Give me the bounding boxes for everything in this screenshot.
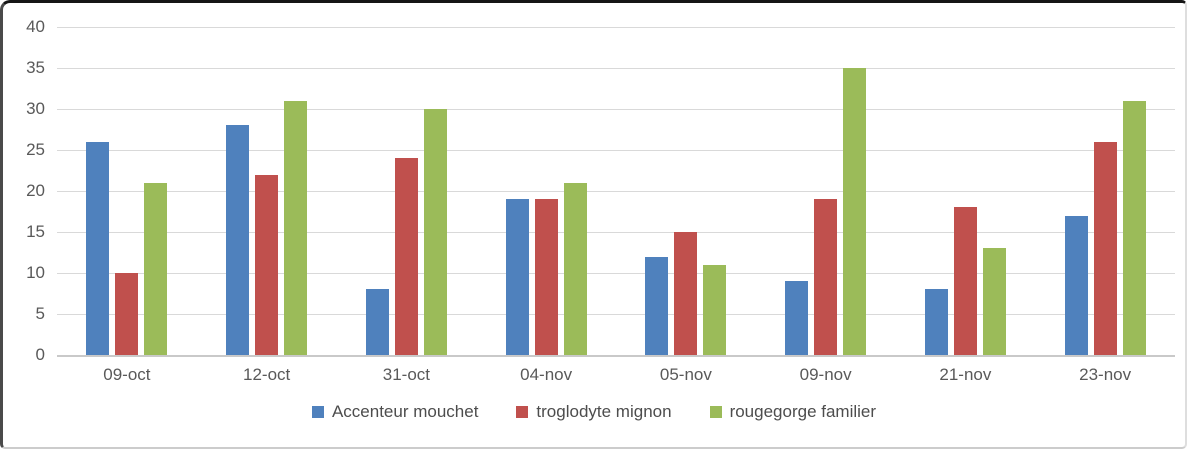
y-tick-label: 35 — [26, 58, 45, 77]
bar — [284, 100, 308, 355]
bar — [1122, 100, 1146, 355]
bar-chart: 0 5 10 15 20 25 30 35 40 09-oct 12-oct 31-oct 04-no… — [3, 3, 1185, 447]
x-axis-labels: 09-oct 12-oct 31-oct 04-nov 05-nov 09-nov 21-n… — [57, 365, 1175, 385]
bar — [674, 232, 698, 355]
bar-group — [197, 27, 337, 355]
x-tick-label: 09-oct — [103, 365, 151, 384]
bar — [505, 199, 529, 355]
y-tick-label: 15 — [26, 222, 45, 241]
bar — [144, 182, 168, 355]
legend-item: rougegorge familier — [709, 402, 877, 422]
bar — [423, 109, 447, 355]
gridline — [57, 314, 1175, 315]
x-tick-label: 23-nov — [1079, 365, 1132, 384]
bar-groups — [57, 27, 1175, 355]
legend-label: rougegorge familier — [729, 402, 877, 421]
y-tick-label: 5 — [35, 304, 45, 323]
legend-label: Accenteur mouchet — [331, 402, 479, 421]
y-tick-label: 40 — [26, 17, 45, 36]
bar-group — [57, 27, 197, 355]
gridline — [57, 68, 1175, 69]
y-tick-label: 10 — [26, 263, 45, 282]
gridline — [57, 27, 1175, 28]
legend-item: troglodyte mignon — [516, 402, 672, 422]
x-tick-label: 04-nov — [520, 365, 573, 384]
bar — [394, 158, 418, 355]
x-tick-label: 31-oct — [382, 365, 430, 384]
legend-marker-icon — [311, 406, 324, 418]
bar — [1064, 215, 1088, 355]
bar — [1093, 141, 1117, 355]
bar — [843, 68, 867, 355]
bar — [563, 182, 587, 355]
bar — [814, 199, 838, 355]
gridline — [57, 232, 1175, 233]
bar — [255, 174, 279, 355]
legend: Accenteur mouchet troglodyte mignon rougeg… — [3, 402, 1185, 422]
bar-group — [476, 27, 616, 355]
gridline — [57, 273, 1175, 274]
bar — [924, 289, 948, 355]
gridline — [57, 109, 1175, 110]
y-tick-label: 30 — [26, 99, 45, 118]
bar — [953, 207, 977, 355]
gridline — [57, 150, 1175, 151]
bar — [226, 125, 250, 355]
plot-area: 0 5 10 15 20 25 30 35 40 — [26, 18, 1175, 364]
bar — [365, 289, 389, 355]
legend-item: Accenteur mouchet — [311, 402, 479, 422]
bar-group — [756, 27, 896, 355]
x-tick-label: 05-nov — [659, 365, 712, 384]
bar — [982, 248, 1006, 355]
x-tick-label: 09-nov — [799, 365, 852, 384]
x-tick-label: 12-oct — [243, 365, 291, 384]
bar-group — [896, 27, 1036, 355]
bar-group — [1035, 27, 1175, 355]
legend-marker-icon — [516, 406, 529, 418]
bar — [86, 141, 110, 355]
bar-group — [616, 27, 756, 355]
gridline — [57, 191, 1175, 192]
y-tick-label: 20 — [26, 181, 45, 200]
legend-marker-icon — [709, 406, 722, 418]
legend-label: troglodyte mignon — [536, 402, 672, 421]
bar — [534, 199, 558, 355]
y-tick-label: 25 — [26, 140, 45, 159]
x-tick-label: 21-nov — [939, 365, 992, 384]
bar — [645, 256, 669, 355]
bar — [703, 264, 727, 355]
y-tick-label: 0 — [35, 345, 45, 364]
bar — [115, 273, 139, 355]
bar-group — [337, 27, 477, 355]
bar — [785, 281, 809, 355]
